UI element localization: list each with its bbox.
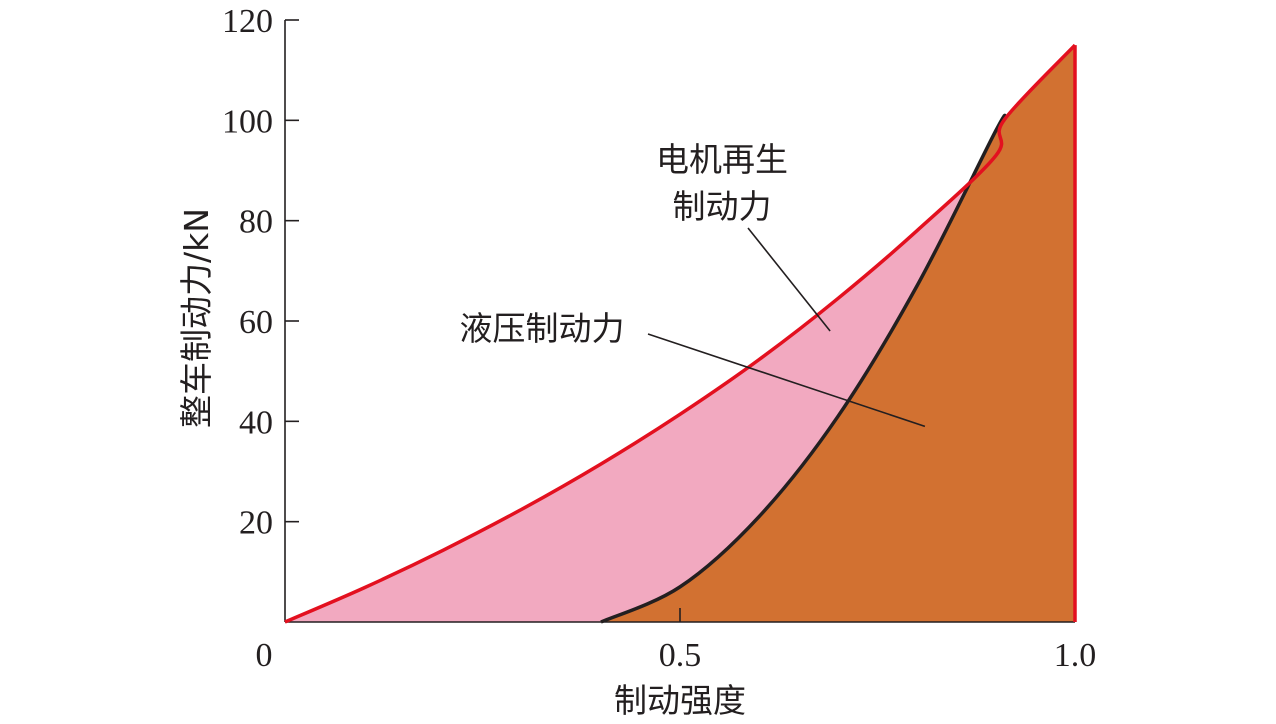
hydraulic-area bbox=[601, 45, 1075, 623]
annotation-motor-regen-line2: 制动力 bbox=[673, 187, 772, 226]
annotation-motor-regen-line1: 电机再生 bbox=[656, 140, 788, 179]
annotations: 电机再生 制动力 液压制动力 bbox=[460, 140, 789, 348]
hydraulic-curve bbox=[600, 113, 1007, 624]
y-tick-label: 100 bbox=[222, 103, 273, 140]
y-tick-label: 40 bbox=[239, 404, 273, 441]
y-tick-label: 20 bbox=[239, 505, 273, 542]
series-lines bbox=[284, 43, 1077, 624]
y-axis-title: 整车制动力/kN bbox=[177, 208, 216, 428]
x-tick-label: 1.0 bbox=[1054, 637, 1097, 674]
x-tick-label: 0 bbox=[256, 637, 273, 674]
x-axis-title: 制动强度 bbox=[614, 681, 746, 720]
x-tick-label: 0.5 bbox=[659, 637, 702, 674]
y-tick-label: 80 bbox=[239, 204, 273, 241]
y-tick-label: 120 bbox=[222, 3, 273, 40]
y-tick-label: 60 bbox=[239, 304, 273, 341]
tick-labels: 20 40 60 80 100 120 0 0.5 1.0 bbox=[222, 3, 1096, 674]
annotation-hydraulic: 液压制动力 bbox=[460, 309, 625, 348]
area-fills bbox=[285, 45, 1075, 623]
leader-motor-regen bbox=[747, 227, 831, 332]
annotation-leaders bbox=[647, 227, 926, 428]
total-force-curve bbox=[284, 43, 1077, 624]
leader-hydraulic bbox=[647, 333, 926, 428]
